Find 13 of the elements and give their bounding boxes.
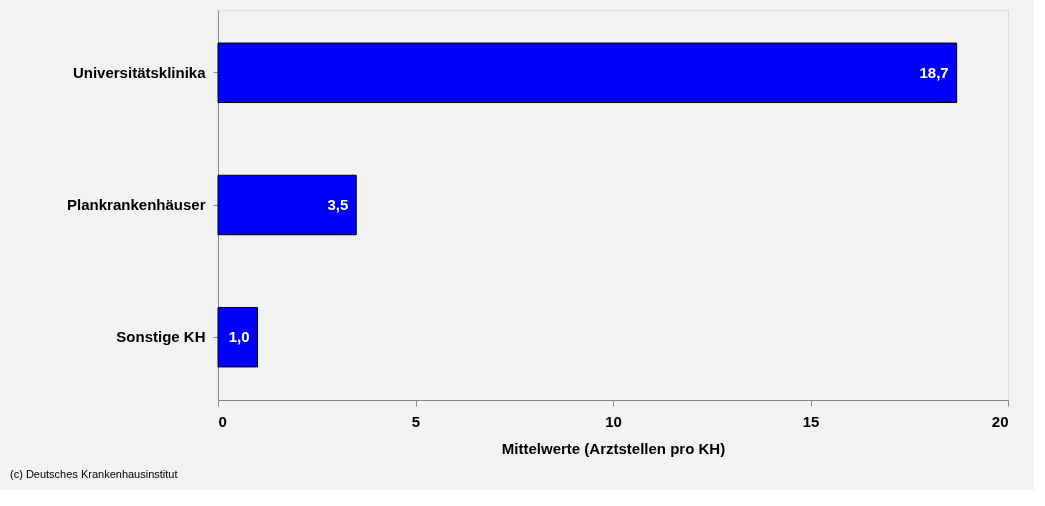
x-tick-label: 15 bbox=[802, 412, 820, 430]
y-tick-label: Plankrankenhäuser bbox=[67, 196, 206, 213]
x-tick-label: 0 bbox=[218, 412, 227, 430]
data-label: 18,7 bbox=[919, 63, 949, 81]
y-tick-label: Universitätsklinika bbox=[72, 63, 207, 81]
data-label: 3,5 bbox=[327, 196, 349, 213]
y-tick-label: Sonstige KH bbox=[116, 328, 206, 346]
x-axis-title: Mittelwerte (Arztstellen pro KH) bbox=[501, 439, 726, 457]
x-tick-label: 5 bbox=[411, 412, 421, 430]
text: (c) Deutsches Krankenhausinstitut bbox=[10, 468, 178, 480]
x-tick-label: 20 bbox=[991, 412, 1009, 430]
data-label: 1,0 bbox=[228, 328, 250, 346]
x-tick-label: 10 bbox=[605, 412, 622, 430]
